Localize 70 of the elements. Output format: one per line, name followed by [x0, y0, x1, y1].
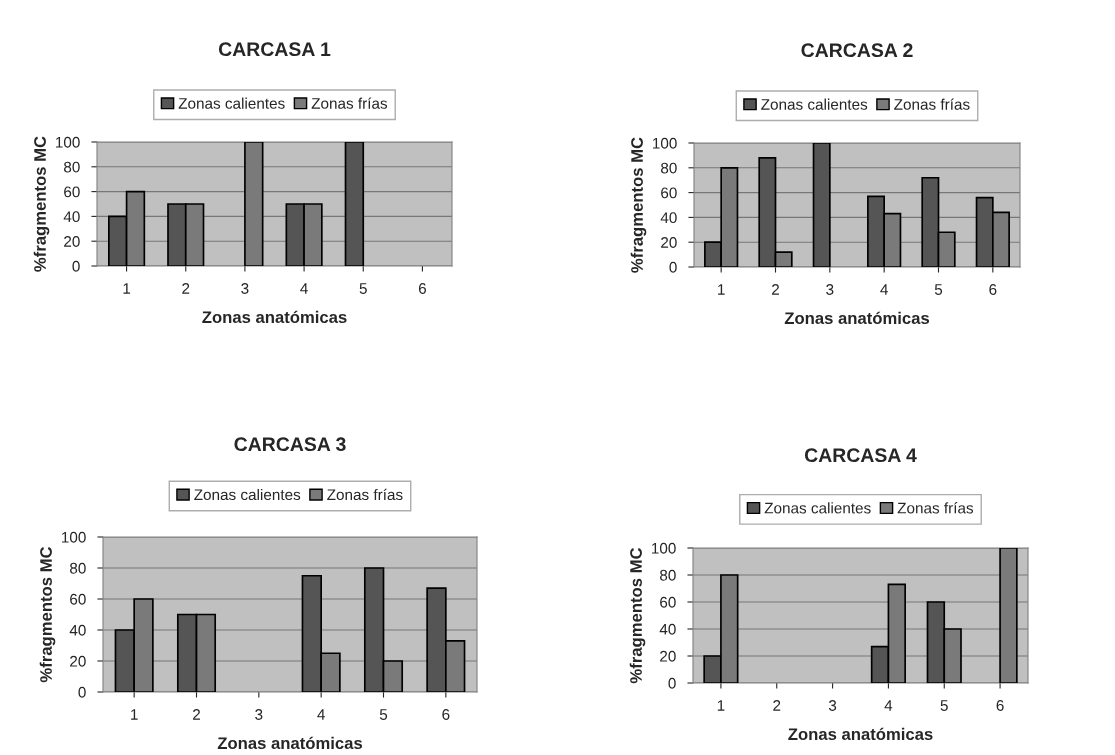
y-tick-label: 40: [659, 623, 676, 635]
x-tick-label: 6: [989, 284, 997, 295]
x-tick-label: 5: [940, 700, 948, 711]
x-axis-title: Zonas anatómicas: [788, 727, 933, 741]
x-tick-label: 4: [884, 700, 893, 711]
x-tick-label: 5: [934, 284, 943, 295]
x-tick-label: 5: [359, 283, 367, 294]
legend-label: Zonas calientes: [194, 488, 301, 501]
y-tick-label: 40: [69, 624, 86, 636]
y-tick-label: 100: [62, 531, 86, 543]
x-tick-label: 2: [193, 709, 200, 720]
legend-label: Zonas frías: [897, 502, 974, 514]
x-tick-label: 3: [826, 284, 834, 295]
x-tick-label: 6: [418, 283, 426, 294]
y-tick-label: 20: [661, 237, 677, 248]
y-tick-label: 80: [70, 562, 86, 574]
y-tick-label: 100: [653, 137, 677, 149]
y-tick-label: 20: [660, 650, 676, 662]
bar: [344, 142, 365, 266]
x-tick-label: 4: [317, 709, 325, 720]
chart-title: CARCASA 2: [801, 43, 913, 58]
y-axis-title: %fragmentos MC: [629, 547, 646, 684]
x-tick-label: 6: [996, 700, 1004, 711]
y-tick-label: 60: [661, 187, 677, 199]
x-tick-label: 4: [300, 283, 308, 294]
y-tick-label: 80: [660, 569, 676, 581]
x-tick-label: 1: [131, 709, 138, 720]
y-tick-label: 40: [660, 212, 677, 224]
y-tick-label: 100: [56, 136, 80, 148]
x-axis-title: Zonas anatómicas: [202, 310, 347, 324]
legend-label: Zonas frías: [327, 488, 403, 501]
y-tick-label: 40: [63, 211, 80, 223]
y-axis-title: %fragmentos MC: [39, 546, 56, 683]
legend-label: Zonas calientes: [178, 97, 285, 109]
y-tick-label: 0: [669, 261, 677, 273]
bar: [812, 143, 831, 267]
x-tick-label: 4: [880, 284, 888, 295]
x-tick-label: 1: [123, 283, 131, 294]
legend-label: Zonas calientes: [764, 502, 871, 514]
y-tick-label: 60: [70, 593, 86, 605]
legend-label: Zonas frías: [311, 97, 388, 109]
x-tick-label: 1: [717, 700, 725, 711]
y-tick-label: 60: [660, 596, 676, 608]
legend-label: Zonas calientes: [761, 98, 868, 110]
x-tick-label: 6: [442, 709, 450, 720]
chart-title: CARCASA 1: [218, 42, 331, 57]
y-tick-label: 100: [652, 542, 676, 554]
x-axis-title: Zonas anatómicas: [784, 311, 930, 325]
y-axis-title: %fragmentos MC: [630, 137, 647, 273]
y-tick-label: 0: [668, 677, 676, 689]
x-tick-label: 3: [828, 700, 837, 711]
y-tick-label: 20: [64, 236, 80, 247]
chart-title: CARCASA 3: [234, 437, 346, 452]
chart-title: CARCASA 4: [804, 448, 917, 463]
y-tick-label: 0: [78, 686, 86, 698]
y-tick-label: 60: [64, 186, 80, 198]
y-axis-title: %fragmentos MC: [33, 136, 50, 272]
x-tick-label: 1: [718, 284, 725, 295]
x-tick-label: 3: [241, 283, 249, 294]
legend-label: Zonas frías: [894, 98, 970, 110]
x-tick-label: 2: [772, 284, 779, 295]
y-tick-label: 0: [72, 260, 80, 272]
y-tick-label: 20: [70, 655, 86, 667]
y-tick-label: 80: [64, 161, 80, 173]
x-axis-title: Zonas anatómicas: [217, 736, 363, 750]
x-tick-label: 2: [182, 283, 190, 294]
y-tick-label: 80: [661, 162, 677, 174]
x-tick-label: 5: [379, 709, 388, 720]
x-tick-label: 3: [255, 709, 263, 720]
x-tick-label: 2: [773, 700, 781, 711]
